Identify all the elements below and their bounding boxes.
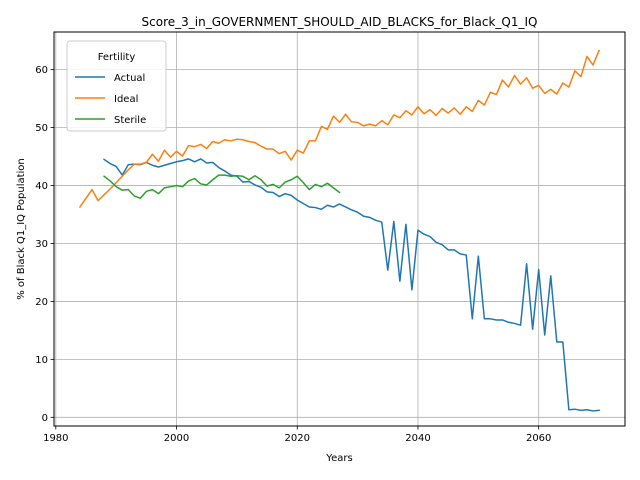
y-tick-label: 60 <box>35 65 48 76</box>
x-tick-label: 2040 <box>405 433 430 444</box>
plot-frame <box>53 31 626 427</box>
legend-label-ideal: Ideal <box>114 94 138 105</box>
legend-entry-sterile: Sterile <box>75 115 146 126</box>
x-tick-label: 2000 <box>164 433 189 444</box>
grid <box>54 32 625 426</box>
series-line-actual <box>103 158 600 412</box>
x-axis: 1980 2000 2020 2040 2060 <box>43 426 551 444</box>
y-tick-label: 0 <box>42 413 48 424</box>
y-axis-label: % of Black Q1_IQ Population <box>16 158 27 300</box>
y-tick-label: 10 <box>35 355 48 366</box>
x-axis-label: Years <box>325 453 352 464</box>
legend-box <box>66 40 167 132</box>
series-line-ideal <box>78 49 601 209</box>
x-tick-label: 2060 <box>526 433 551 444</box>
x-tick-label: 1980 <box>43 433 68 444</box>
series-layer <box>78 49 601 412</box>
legend-label-sterile: Sterile <box>114 115 146 126</box>
y-tick-label: 40 <box>35 181 48 192</box>
legend-entry-ideal: Ideal <box>75 94 138 105</box>
legend-label-actual: Actual <box>114 73 145 84</box>
y-tick-label: 20 <box>35 297 48 308</box>
y-tick-label: 50 <box>35 123 48 134</box>
chart-title: Score_3_in_GOVERNMENT_SHOULD_AID_BLACKS_… <box>142 15 538 29</box>
y-axis: 0 10 20 30 40 50 60 <box>35 65 54 424</box>
x-tick-label: 2020 <box>285 433 310 444</box>
legend-title: Fertility <box>98 52 136 63</box>
legend-entry-actual: Actual <box>75 73 145 84</box>
legend: Fertility Actual Ideal Sterile <box>66 40 167 132</box>
y-tick-label: 30 <box>35 239 48 250</box>
series-line-sterile <box>103 174 341 200</box>
